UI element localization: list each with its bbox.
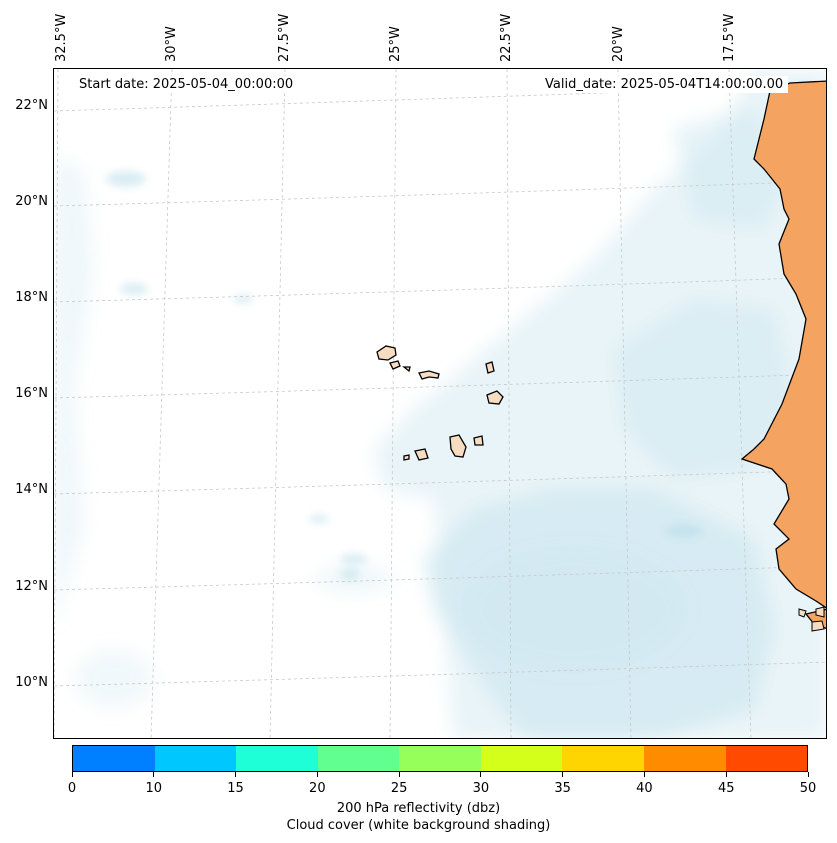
colorbar-segment-3	[317, 746, 400, 771]
colorbar-tick-mark	[153, 772, 155, 777]
island-boa-vista	[486, 390, 504, 405]
cape-verde-islands	[376, 345, 504, 461]
colorbar-tick-label: 25	[390, 781, 408, 796]
cloud-cover-shading	[54, 69, 826, 738]
colorbar-tick-mark	[235, 772, 237, 777]
lat-label-10n: 10°N	[15, 675, 48, 690]
colorbar-tick-label: 40	[636, 781, 653, 796]
map-canvas	[54, 69, 826, 738]
lat-label-22n: 22°N	[15, 98, 48, 113]
colorbar-tick-label: 50	[799, 781, 817, 796]
colorbar-tick-label: 35	[554, 781, 571, 796]
colorbar-title: 200 hPa reflectivity (dbz)	[336, 801, 501, 816]
colorbar-segment-5	[480, 746, 563, 771]
lat-label-12n: 12°N	[15, 579, 48, 594]
colorbar-tick-mark	[562, 772, 564, 777]
lon-label-22-5w: 22.5°W	[499, 13, 514, 62]
lon-label-30w: 30°W	[164, 26, 179, 62]
colorbar-segment-0	[73, 746, 155, 771]
colorbar-tick-label: 20	[309, 781, 326, 796]
graticule	[54, 69, 826, 738]
colorbar-segment-1	[154, 746, 237, 771]
colorbar-tick-mark	[71, 772, 73, 777]
island-maio	[473, 435, 484, 446]
lon-label-32-5w: 32.5°W	[54, 13, 69, 62]
lat-label-18n: 18°N	[15, 290, 48, 305]
colorbar-segment-2	[236, 746, 318, 771]
cloud-cover-speckles	[106, 171, 702, 580]
colorbar-tick-label: 45	[717, 781, 735, 796]
colorbar	[72, 745, 808, 772]
colorbar-tick-mark	[480, 772, 482, 777]
colorbar-segment-7	[643, 746, 726, 771]
colorbar-segment-6	[562, 746, 644, 771]
colorbar-segment-8	[725, 746, 808, 771]
valid-date-label: Valid_date: 2025-05-04T14:00:00.00	[540, 76, 789, 93]
island-sao-vicente	[389, 360, 401, 370]
bissagos-islands	[798, 606, 825, 632]
lon-label-27-5w: 27.5°W	[277, 13, 292, 62]
colorbar-tick-label: 0	[67, 781, 77, 796]
lon-label-17-5w: 17.5°W	[722, 13, 737, 62]
lat-label-20n: 20°N	[15, 194, 48, 209]
lon-label-25w: 25°W	[388, 26, 403, 62]
colorbar-tick-mark	[725, 772, 727, 777]
island-fogo	[414, 448, 429, 461]
island-brava	[403, 454, 410, 461]
colorbar-tick-label: 10	[145, 781, 163, 796]
map-panel[interactable]	[53, 68, 827, 739]
colorbar-subtitle: Cloud cover (white background shading)	[286, 818, 551, 833]
colorbar-tick-mark	[807, 772, 809, 777]
colorbar-tick-label: 15	[227, 781, 244, 796]
west-africa-landmass	[740, 80, 826, 609]
island-santo-antao	[376, 345, 397, 361]
island-sal	[485, 361, 495, 374]
colorbar-tick-mark	[316, 772, 318, 777]
island-sao-nicolau	[418, 370, 440, 380]
colorbar-segment-4	[399, 746, 481, 771]
colorbar-tick-mark	[643, 772, 645, 777]
lat-label-16n: 16°N	[15, 386, 48, 401]
lat-label-14n: 14°N	[15, 482, 48, 497]
colorbar-tick-label: 30	[472, 781, 490, 796]
lon-label-20w: 20°W	[611, 26, 626, 62]
start-date-label: Start date: 2025-05-04_00:00:00	[74, 76, 299, 93]
island-santiago	[449, 434, 467, 458]
colorbar-tick-mark	[398, 772, 400, 777]
island-santa-luzia	[402, 366, 411, 373]
